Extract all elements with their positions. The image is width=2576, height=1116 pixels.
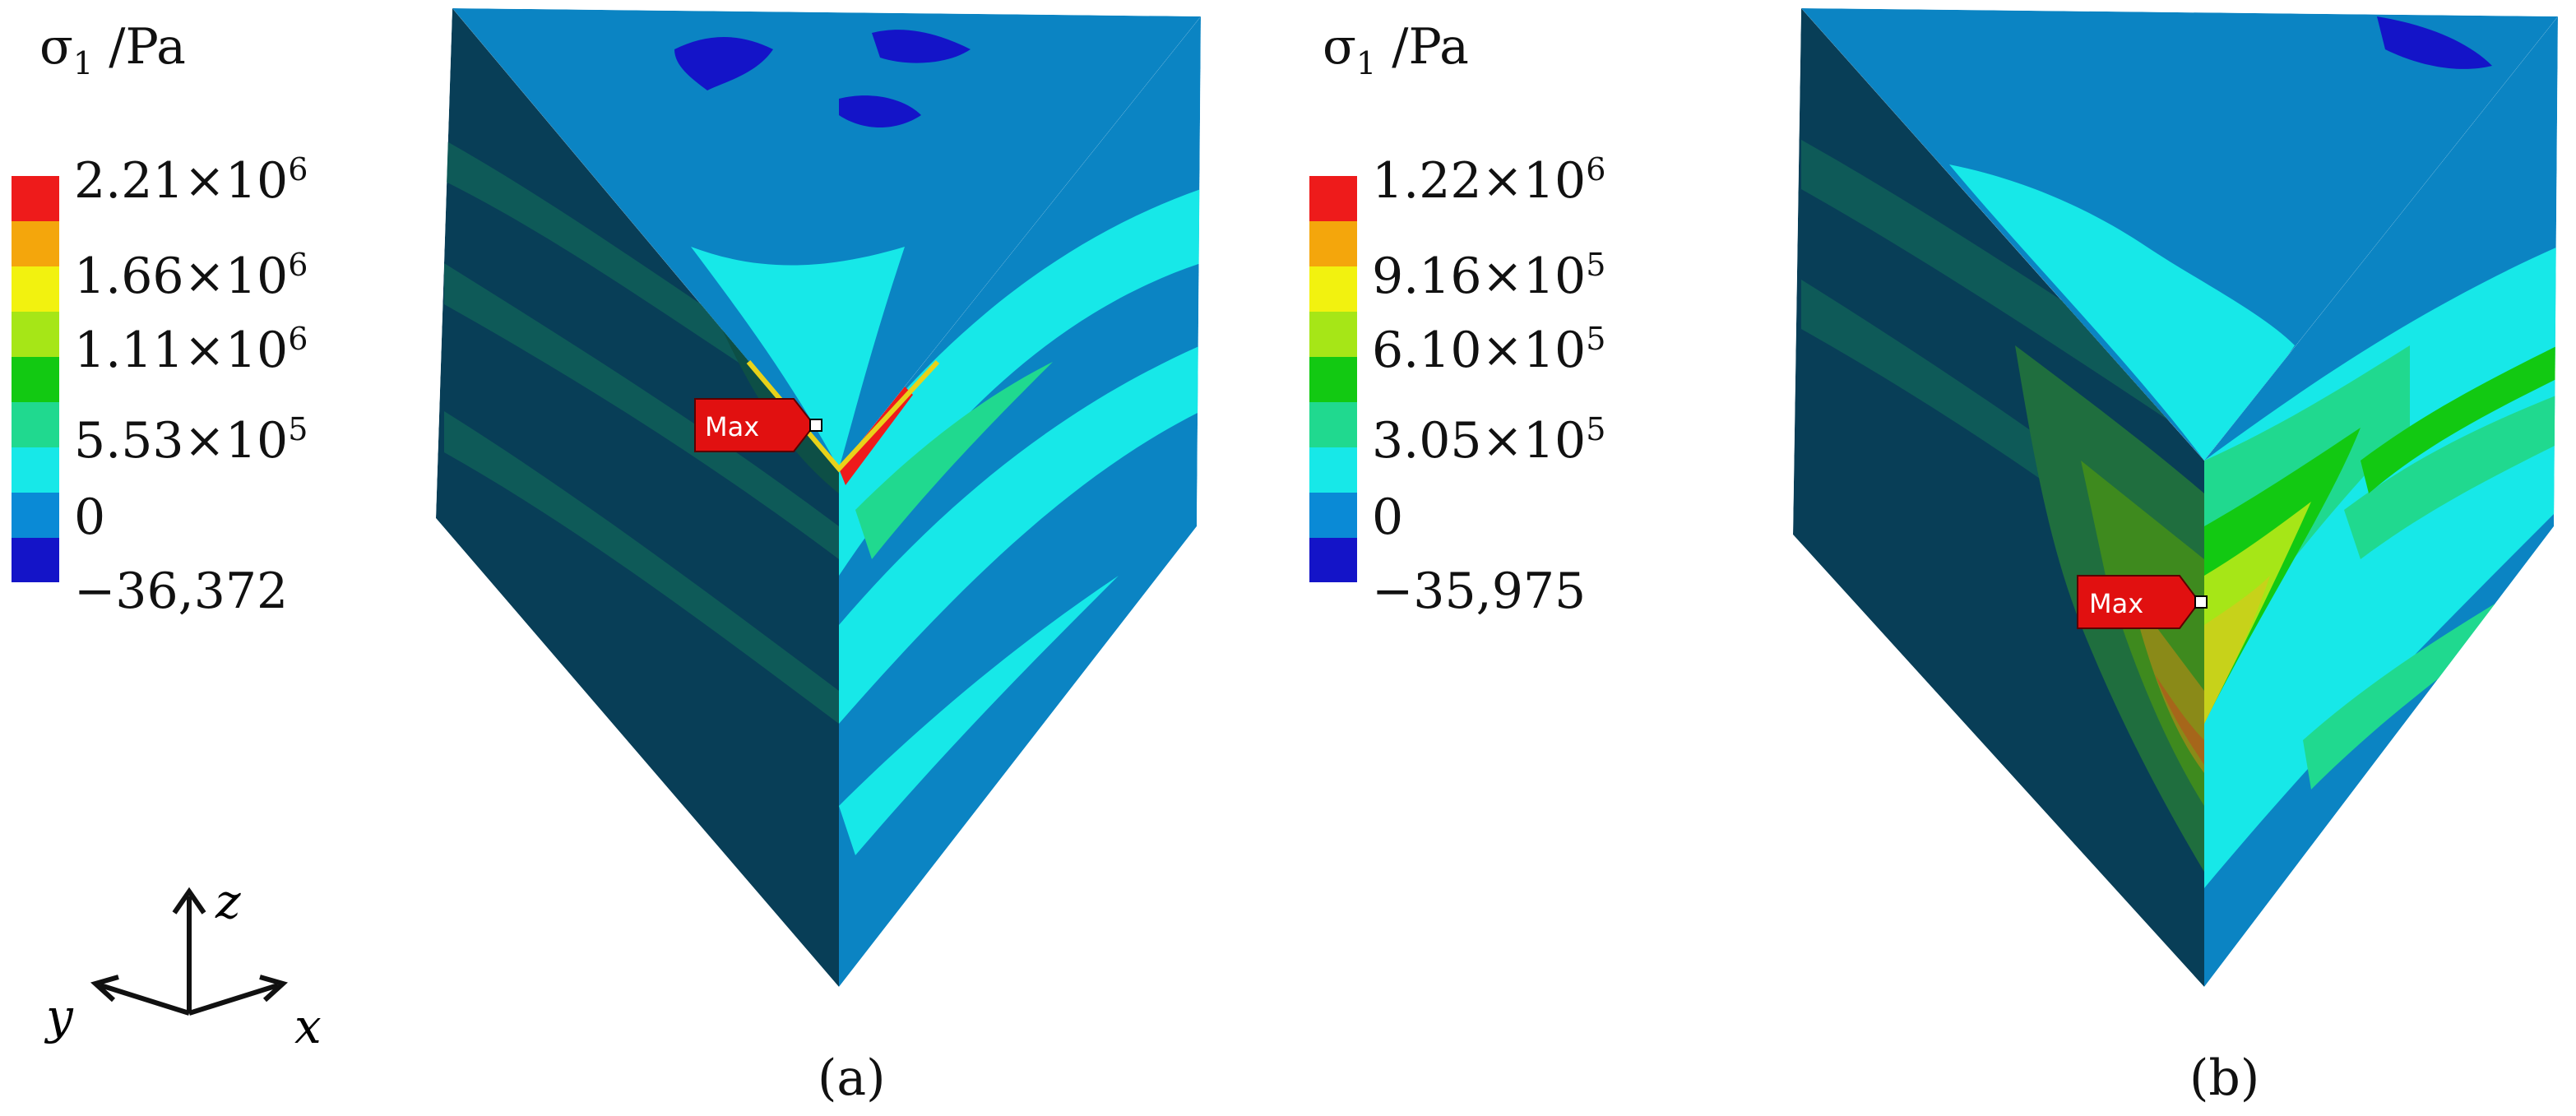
legend-a-band-8 xyxy=(12,221,59,266)
contour-plot-a: Max xyxy=(436,8,1201,987)
legend-a-unit: /Pa xyxy=(93,18,186,76)
legend-a-label-2: 1.66×106 xyxy=(74,247,308,305)
panel-a-max-label: Max xyxy=(705,411,759,442)
legend-b-label-6: −35,975 xyxy=(1372,563,1587,620)
legend-b-band-7 xyxy=(1309,266,1357,312)
legend-a-label-4: 5.53×105 xyxy=(74,411,308,470)
axis-z-label: z xyxy=(215,873,241,929)
legend-a-symbol: σ xyxy=(39,18,73,76)
legend-a-band-3 xyxy=(12,447,59,493)
legend-a-band-2 xyxy=(12,493,59,538)
panel-b-max-tag: Max xyxy=(2077,575,2208,629)
legend-b-band-4 xyxy=(1309,402,1357,447)
panel-a-right-face xyxy=(839,16,1201,987)
legend-a-subscript: 1 xyxy=(72,45,94,81)
legend-b-label-5: 0 xyxy=(1372,489,1404,546)
legend-a-band-9 xyxy=(12,176,59,221)
panel-a-top-face xyxy=(452,8,1201,469)
legend-a-label-1: 2.21×106 xyxy=(74,151,308,210)
legend-b-label-4: 3.05×105 xyxy=(1372,411,1606,470)
axis-y-arrow xyxy=(100,983,190,1016)
legend-b-label-2: 9.16×105 xyxy=(1372,247,1606,305)
legend-a-band-4 xyxy=(12,402,59,447)
legend-a: σ1 /Pa 2.21×106 1.66×106 1.11×106 5.53×1… xyxy=(0,0,378,641)
legend-b-band-1 xyxy=(1309,538,1357,582)
panel-b-caption: (b) xyxy=(2189,1049,2260,1107)
legend-a-title: σ1 /Pa xyxy=(39,18,186,81)
legend-b-band-2 xyxy=(1309,493,1357,538)
panel-a-ridge xyxy=(746,359,940,473)
axis-x-arrow xyxy=(188,983,279,1016)
legend-b-colorbar xyxy=(1309,176,1357,582)
legend-b-label-1: 1.22×106 xyxy=(1372,151,1606,210)
legend-a-band-5 xyxy=(12,357,59,402)
legend-b-band-5 xyxy=(1309,357,1357,402)
legend-b-unit: /Pa xyxy=(1376,18,1469,76)
panel-b-right-face xyxy=(2204,16,2558,987)
contour-plot-b: Max xyxy=(1793,8,2558,987)
panel-b-top-face xyxy=(1801,8,2558,461)
axis-triad: z y x xyxy=(44,873,322,1054)
legend-b-band-8 xyxy=(1309,221,1357,266)
panel-a-max-tag: Max xyxy=(694,398,822,452)
legend-b-label-3: 6.10×105 xyxy=(1372,321,1606,379)
legend-b-title: σ1 /Pa xyxy=(1323,18,1469,81)
legend-a-colorbar xyxy=(12,176,59,582)
legend-b-subscript: 1 xyxy=(1355,45,1377,81)
axis-x-label: x xyxy=(294,998,322,1054)
legend-a-label-5: 0 xyxy=(74,489,106,546)
legend-b-band-6 xyxy=(1309,312,1357,357)
legend-b: σ1 /Pa 1.22×106 9.16×105 6.10×105 3.05×1… xyxy=(1300,0,1678,641)
legend-b-band-9 xyxy=(1309,176,1357,221)
legend-a-label-3: 1.11×106 xyxy=(74,321,308,379)
axis-y-label: y xyxy=(44,989,74,1044)
legend-a-band-7 xyxy=(12,266,59,312)
legend-a-label-6: −36,372 xyxy=(74,563,289,620)
legend-b-symbol: σ xyxy=(1323,18,1356,76)
panel-b-left-face xyxy=(1793,8,2204,987)
legend-a-band-6 xyxy=(12,312,59,357)
panel-b-max-label: Max xyxy=(2089,588,2143,619)
panel-a-caption: (a) xyxy=(818,1049,886,1107)
legend-a-band-1 xyxy=(12,538,59,582)
legend-b-band-3 xyxy=(1309,447,1357,493)
